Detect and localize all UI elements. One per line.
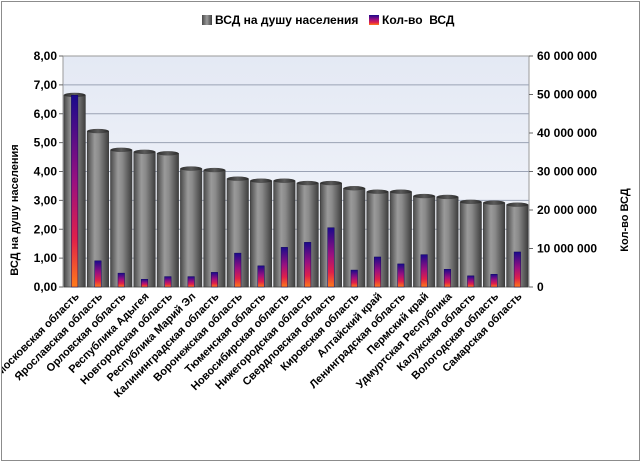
- bar-per-capita-cap: [180, 166, 202, 171]
- left-tick-label: 8,00: [34, 49, 58, 63]
- bar-count: [210, 272, 218, 288]
- bar-count: [490, 274, 498, 288]
- bar-per-capita: [203, 169, 226, 288]
- bar-per-capita-cap: [87, 128, 109, 134]
- bars: [63, 92, 529, 288]
- legend-swatch-per-capita: [202, 15, 212, 25]
- bar-group: [63, 92, 86, 288]
- bar-count: [350, 269, 358, 288]
- bar-per-capita-cap: [460, 199, 482, 205]
- bar-group: [133, 149, 156, 288]
- left-tick-label: 4,00: [34, 165, 58, 179]
- right-tick-label: 50 000 000: [537, 88, 597, 102]
- bar-count: [257, 265, 265, 288]
- left-tick-label: 2,00: [34, 222, 58, 236]
- right-tick-label: 40 000 000: [537, 126, 597, 140]
- bar-per-capita-cap: [343, 186, 365, 191]
- bar-per-capita-cap: [110, 147, 132, 153]
- bar-per-capita-cap: [133, 149, 156, 155]
- bar-group: [296, 180, 319, 288]
- chart-svg: 0,00 1,00 2,00 3,00 4,00 5,00 6,00 7,00 8,00 0 10…: [0, 13, 631, 400]
- bar-group: [86, 128, 109, 288]
- bar-per-capita-cap: [390, 189, 412, 194]
- bar-group: [436, 194, 459, 288]
- right-tick-label: 60 000 000: [537, 49, 597, 63]
- bar-per-capita: [180, 168, 203, 288]
- bar-per-capita-cap: [63, 92, 86, 98]
- right-axis-title: Кол-во ВСД: [619, 188, 631, 252]
- left-axis-title: ВСД на душу населения: [9, 144, 21, 275]
- bar-per-capita-cap: [273, 178, 296, 183]
- bar-per-capita-cap: [203, 167, 226, 173]
- bar-group: [506, 202, 529, 288]
- left-tick-label: 1,00: [34, 251, 58, 265]
- bar-count: [187, 276, 195, 288]
- right-tick-label: 0: [537, 280, 544, 294]
- bar-group: [180, 166, 203, 288]
- bar-per-capita: [110, 149, 133, 288]
- bar-group: [250, 178, 273, 288]
- bar-count: [513, 251, 521, 288]
- bar-group: [226, 176, 249, 288]
- bar-group: [366, 189, 389, 288]
- bar-group: [273, 178, 296, 288]
- left-tick-label: 0,00: [34, 280, 58, 294]
- bar-count: [374, 256, 382, 288]
- bar-count: [234, 252, 242, 288]
- bar-count: [467, 275, 475, 288]
- bar-per-capita-cap: [227, 176, 249, 181]
- bar-per-capita: [133, 151, 156, 288]
- bar-group: [343, 186, 366, 288]
- bar-per-capita-cap: [436, 194, 459, 200]
- bar-count: [327, 227, 335, 288]
- bar-group: [110, 147, 133, 288]
- left-axis: 0,00 1,00 2,00 3,00 4,00 5,00 6,00 7,00 8,00: [34, 49, 63, 294]
- bar-per-capita-cap: [157, 151, 179, 156]
- right-axis: 0 10 000 000 20 000 000 30 000 000 40 000 00…: [529, 49, 597, 294]
- bar-per-capita-cap: [320, 180, 342, 186]
- bar-count: [304, 242, 312, 288]
- bar-group: [459, 199, 482, 288]
- bar-group: [156, 151, 179, 288]
- bar-group: [319, 180, 342, 288]
- right-tick-label: 10 000 000: [537, 242, 597, 256]
- legend: ВСД на душу населения Кол-во ВСД: [202, 13, 455, 27]
- left-tick-label: 3,00: [34, 193, 58, 207]
- bar-per-capita-cap: [413, 193, 435, 199]
- bar-group: [389, 189, 412, 288]
- bar-group: [413, 193, 436, 288]
- bar-count: [117, 272, 125, 288]
- bar-count: [71, 95, 79, 288]
- legend-label-count: Кол-во ВСД: [382, 13, 455, 27]
- right-tick-label: 20 000 000: [537, 203, 597, 217]
- bar-count: [443, 269, 451, 288]
- bar-per-capita: [459, 201, 482, 288]
- legend-label-per-capita: ВСД на душу населения: [215, 13, 358, 27]
- right-tick-label: 30 000 000: [537, 165, 597, 179]
- legend-swatch-count: [369, 15, 379, 25]
- bar-per-capita-cap: [366, 189, 389, 194]
- left-tick-label: 5,00: [34, 136, 58, 150]
- bar-count: [280, 247, 288, 288]
- bar-count: [94, 260, 102, 288]
- bar-count: [397, 263, 405, 288]
- bar-per-capita-cap: [296, 180, 319, 186]
- bar-count: [141, 279, 149, 288]
- bar-group: [483, 200, 506, 288]
- bar-per-capita: [156, 153, 179, 288]
- bar-per-capita-cap: [506, 202, 529, 207]
- bar-per-capita-cap: [483, 200, 505, 205]
- bar-count: [164, 276, 172, 288]
- bar-count: [420, 254, 428, 288]
- bar-group: [203, 167, 226, 288]
- left-tick-label: 7,00: [34, 78, 58, 92]
- left-tick-label: 6,00: [34, 107, 58, 121]
- bar-per-capita-cap: [250, 178, 272, 183]
